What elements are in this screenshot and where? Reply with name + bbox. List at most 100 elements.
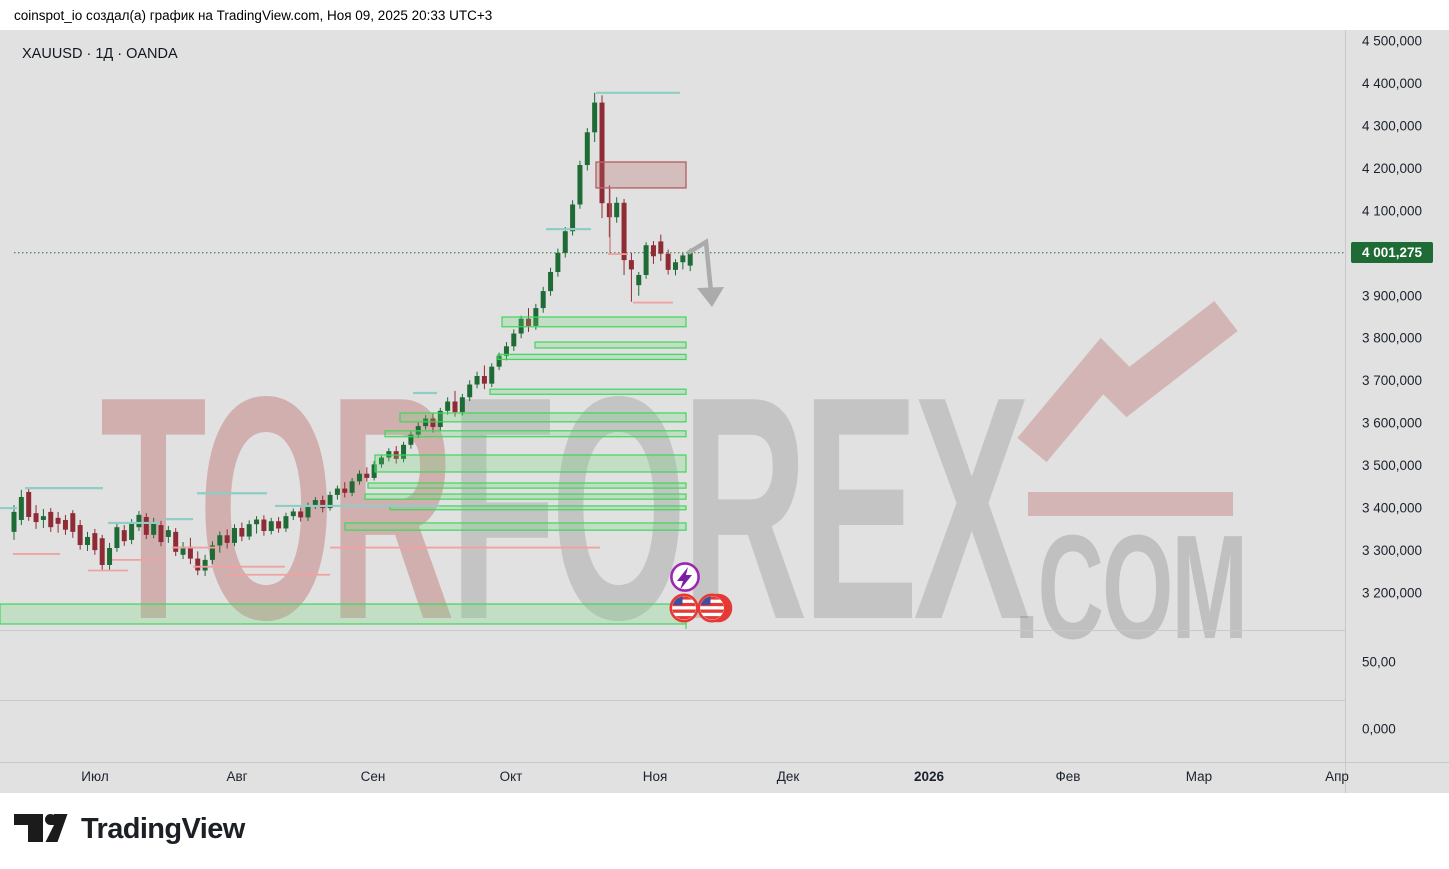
demand-zone[interactable] — [367, 482, 687, 489]
demand-zone[interactable] — [364, 493, 687, 500]
watermark-forex: FOREX — [449, 331, 1031, 686]
attribution-bar: coinspot_io создал(а) график на TradingV… — [0, 0, 1449, 30]
footer-bar — [0, 793, 1449, 869]
candle-body — [114, 527, 120, 548]
candle-body — [320, 500, 326, 509]
candle-body — [62, 519, 68, 530]
demand-zone[interactable] — [384, 430, 687, 438]
candle-body — [298, 511, 304, 518]
candle-body — [481, 376, 487, 384]
price-axis-label: 4 300,000 — [1362, 118, 1422, 133]
us-flag-events-group[interactable] — [667, 591, 735, 625]
projection-arrow-head[interactable] — [697, 287, 724, 307]
candle-body — [503, 346, 509, 356]
demand-zone[interactable] — [344, 522, 687, 531]
candle-body — [217, 535, 223, 546]
projection-arrow[interactable] — [686, 238, 714, 293]
demand-zone[interactable] — [497, 353, 687, 361]
lightning-event-icon[interactable] — [669, 561, 701, 593]
candle-body — [26, 491, 32, 517]
symbol-legend: XAUUSD · 1Д · OANDA — [22, 46, 178, 62]
candle-body — [408, 434, 414, 445]
candle-body — [18, 497, 24, 520]
us-flag-icon[interactable] — [697, 593, 727, 623]
candle-body — [650, 245, 656, 257]
demand-zone[interactable] — [399, 412, 687, 423]
candle-body — [364, 473, 370, 478]
candle-body — [202, 559, 208, 571]
candle-body — [437, 410, 443, 427]
price-axis-label: 4 100,000 — [1362, 203, 1422, 218]
candle-body — [129, 523, 135, 540]
price-axis-label: 3 300,000 — [1362, 543, 1422, 558]
candle-body — [570, 204, 576, 232]
candle-body — [232, 528, 237, 543]
demand-zone[interactable] — [0, 603, 687, 625]
candle-body — [209, 545, 215, 560]
price-axis-label: 4 400,000 — [1362, 76, 1422, 91]
candle-body — [246, 524, 252, 537]
candle-body — [526, 318, 531, 326]
candle-body — [643, 245, 649, 275]
time-axis-label: 2026 — [914, 769, 945, 784]
candle-body — [290, 511, 296, 517]
candle-body — [55, 517, 61, 524]
indicator-axis-label: 0,000 — [1362, 722, 1396, 737]
demand-zone[interactable] — [489, 388, 687, 395]
time-axis-label: Ноя — [643, 769, 668, 784]
candle-body — [342, 488, 348, 493]
candle-body — [658, 241, 664, 254]
price-axis-label: 3 200,000 — [1362, 586, 1422, 601]
demand-zone[interactable] — [389, 505, 687, 511]
candle-body — [511, 333, 517, 347]
candle-body — [11, 511, 17, 532]
candle-body — [592, 102, 598, 133]
last-price-label[interactable]: 4 001,275 — [1351, 242, 1433, 264]
candle-body — [158, 525, 164, 543]
candle-body — [99, 538, 105, 565]
demand-zone[interactable] — [534, 341, 687, 349]
candle-body — [77, 525, 83, 546]
tradingview-logo-mark — [14, 814, 68, 842]
demand-zone[interactable] — [374, 454, 687, 473]
time-axis[interactable] — [0, 763, 1345, 793]
time-axis-label: Апр — [1325, 769, 1349, 784]
supply-zone[interactable] — [595, 161, 687, 189]
price-axis-label: 4 200,000 — [1362, 161, 1422, 176]
candle-body — [628, 260, 634, 270]
candle-body — [496, 355, 502, 367]
demand-zone[interactable] — [501, 316, 687, 328]
candle-body — [562, 231, 568, 253]
candle-body — [379, 457, 384, 465]
candle-body — [401, 444, 407, 459]
candle-body — [312, 500, 318, 506]
candle-body — [224, 535, 230, 543]
candle-body — [48, 511, 54, 528]
time-axis-label: Сен — [361, 769, 386, 784]
candle-body — [187, 546, 193, 559]
time-axis-label: Авг — [226, 769, 247, 784]
candle-body — [305, 505, 311, 518]
us-flag-icon[interactable] — [669, 593, 699, 623]
candle-body — [195, 558, 201, 571]
candle-body — [239, 528, 245, 537]
price-axis-label: 3 900,000 — [1362, 288, 1422, 303]
price-axis[interactable] — [1346, 30, 1449, 763]
indicator-axis-label: 50,00 — [1362, 655, 1396, 670]
candle-body — [599, 102, 605, 204]
candle-body — [474, 376, 480, 385]
candle-body — [555, 252, 561, 272]
price-axis-label: 3 400,000 — [1362, 501, 1422, 516]
candle-body — [349, 481, 355, 493]
tradingview-logo[interactable]: TradingView — [14, 812, 245, 846]
price-axis-label: 3 600,000 — [1362, 416, 1422, 431]
watermark-tor: TOR — [100, 331, 455, 686]
candle-body — [445, 401, 451, 411]
candle-body — [518, 318, 524, 334]
candle-body — [665, 253, 671, 270]
candle-body — [371, 464, 377, 478]
candle-body — [584, 132, 590, 165]
candle-body — [489, 366, 495, 384]
time-axis-label: Окт — [500, 769, 523, 784]
